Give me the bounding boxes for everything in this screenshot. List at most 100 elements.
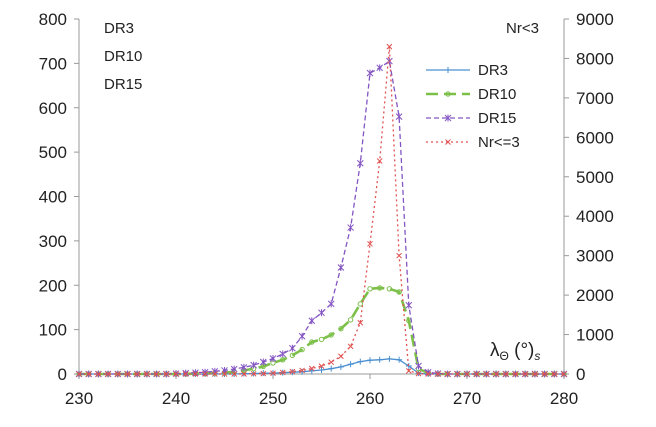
data-point: [309, 339, 315, 345]
data-point: [114, 371, 121, 377]
data-point: [367, 357, 373, 364]
legend-label: Nr<=3: [478, 134, 520, 151]
data-point: [328, 365, 335, 372]
data-point: [318, 309, 325, 317]
data-point: [532, 371, 538, 377]
y-left-tick-label: 700: [39, 54, 67, 73]
data-point: [298, 332, 306, 340]
right-axis-label: Nr<3: [506, 20, 539, 37]
y-left-tick-label: 0: [58, 365, 67, 384]
data-point: [356, 159, 364, 167]
data-point: [270, 370, 276, 377]
data-point: [318, 336, 325, 343]
data-point: [415, 362, 422, 370]
data-point: [318, 367, 325, 374]
y-left-tick-label: 600: [39, 99, 67, 118]
x-tick-label: 280: [550, 389, 578, 408]
data-point: [483, 371, 490, 377]
data-point: [386, 286, 393, 292]
y-right-tick-label: 8000: [576, 49, 614, 68]
data-point: [347, 343, 354, 350]
data-point: [279, 350, 287, 358]
y-left-tick-label: 200: [39, 276, 67, 295]
data-point: [85, 371, 92, 377]
data-point: [338, 353, 344, 360]
data-point: [367, 286, 373, 292]
data-point: [211, 371, 218, 377]
legend-marker: [445, 91, 451, 97]
data-point: [377, 285, 383, 291]
y-left-tick-label: 100: [39, 321, 67, 340]
data-point: [357, 319, 364, 326]
legend-label: DR15: [478, 110, 516, 127]
data-point: [328, 359, 335, 366]
data-point: [338, 326, 344, 332]
data-point: [396, 289, 402, 295]
y-right-tick-label: 0: [576, 365, 585, 384]
y-right-tick-label: 6000: [576, 128, 614, 147]
series-line: [79, 46, 564, 375]
data-point: [435, 371, 441, 377]
y-right-tick-label: 9000: [576, 10, 614, 29]
x-axis-label-sub: s: [534, 349, 540, 363]
y-right-tick-label: 5000: [576, 168, 614, 187]
data-point: [415, 370, 422, 377]
data-point: [337, 264, 345, 271]
data-point: [502, 371, 509, 377]
data-point: [327, 300, 335, 308]
data-point: [163, 371, 170, 377]
data-point: [124, 371, 131, 377]
data-point: [425, 371, 432, 377]
data-point: [541, 371, 548, 377]
data-point: [357, 301, 363, 307]
x-tick-label: 270: [453, 389, 481, 408]
legend-label: DR10: [478, 86, 516, 103]
legend: DR3 DR10 DR15 Nr<=3: [426, 62, 520, 151]
legend-marker: [444, 114, 452, 122]
y-right-tick-label: 2000: [576, 286, 614, 305]
x-tick-label: 230: [65, 389, 93, 408]
y-right-tick-label: 4000: [576, 207, 614, 226]
data-point: [405, 301, 413, 309]
data-point: [318, 363, 325, 369]
data-point: [366, 69, 374, 77]
data-point: [182, 369, 190, 377]
data-point: [95, 371, 102, 377]
y-right-tick-label: 1000: [576, 326, 614, 345]
series-line: [79, 60, 564, 375]
x-tick-label: 260: [356, 389, 384, 408]
data-point: [493, 371, 499, 377]
x-tick-label: 250: [259, 389, 287, 408]
data-point: [551, 371, 558, 377]
data-point: [240, 363, 248, 371]
data-point: [230, 365, 238, 373]
data-point: [376, 64, 384, 72]
data-point: [367, 240, 373, 247]
data-point: [347, 361, 354, 368]
x-tick-label: 240: [162, 389, 190, 408]
data-point: [259, 358, 267, 366]
data-point: [269, 354, 277, 362]
data-point: [231, 371, 238, 377]
left-axis-label-dr3: DR3: [104, 20, 134, 37]
x-axis-label-unit: (°): [509, 340, 535, 361]
data-point: [376, 158, 383, 164]
data-point: [396, 252, 402, 259]
data-point: [386, 355, 393, 362]
y-left-tick-label: 500: [39, 143, 67, 162]
legend-marker: [445, 139, 451, 145]
data-point: [192, 371, 199, 377]
data-point: [182, 371, 189, 377]
data-point: [289, 352, 296, 359]
data-point: [376, 356, 383, 363]
data-point: [299, 346, 305, 353]
data-point: [308, 365, 315, 372]
data-point: [328, 332, 334, 338]
data-point: [386, 57, 393, 65]
data-point: [473, 371, 480, 377]
data-point: [279, 369, 286, 376]
data-point: [280, 357, 286, 363]
series-nr3: [76, 43, 567, 377]
data-point: [405, 367, 412, 374]
